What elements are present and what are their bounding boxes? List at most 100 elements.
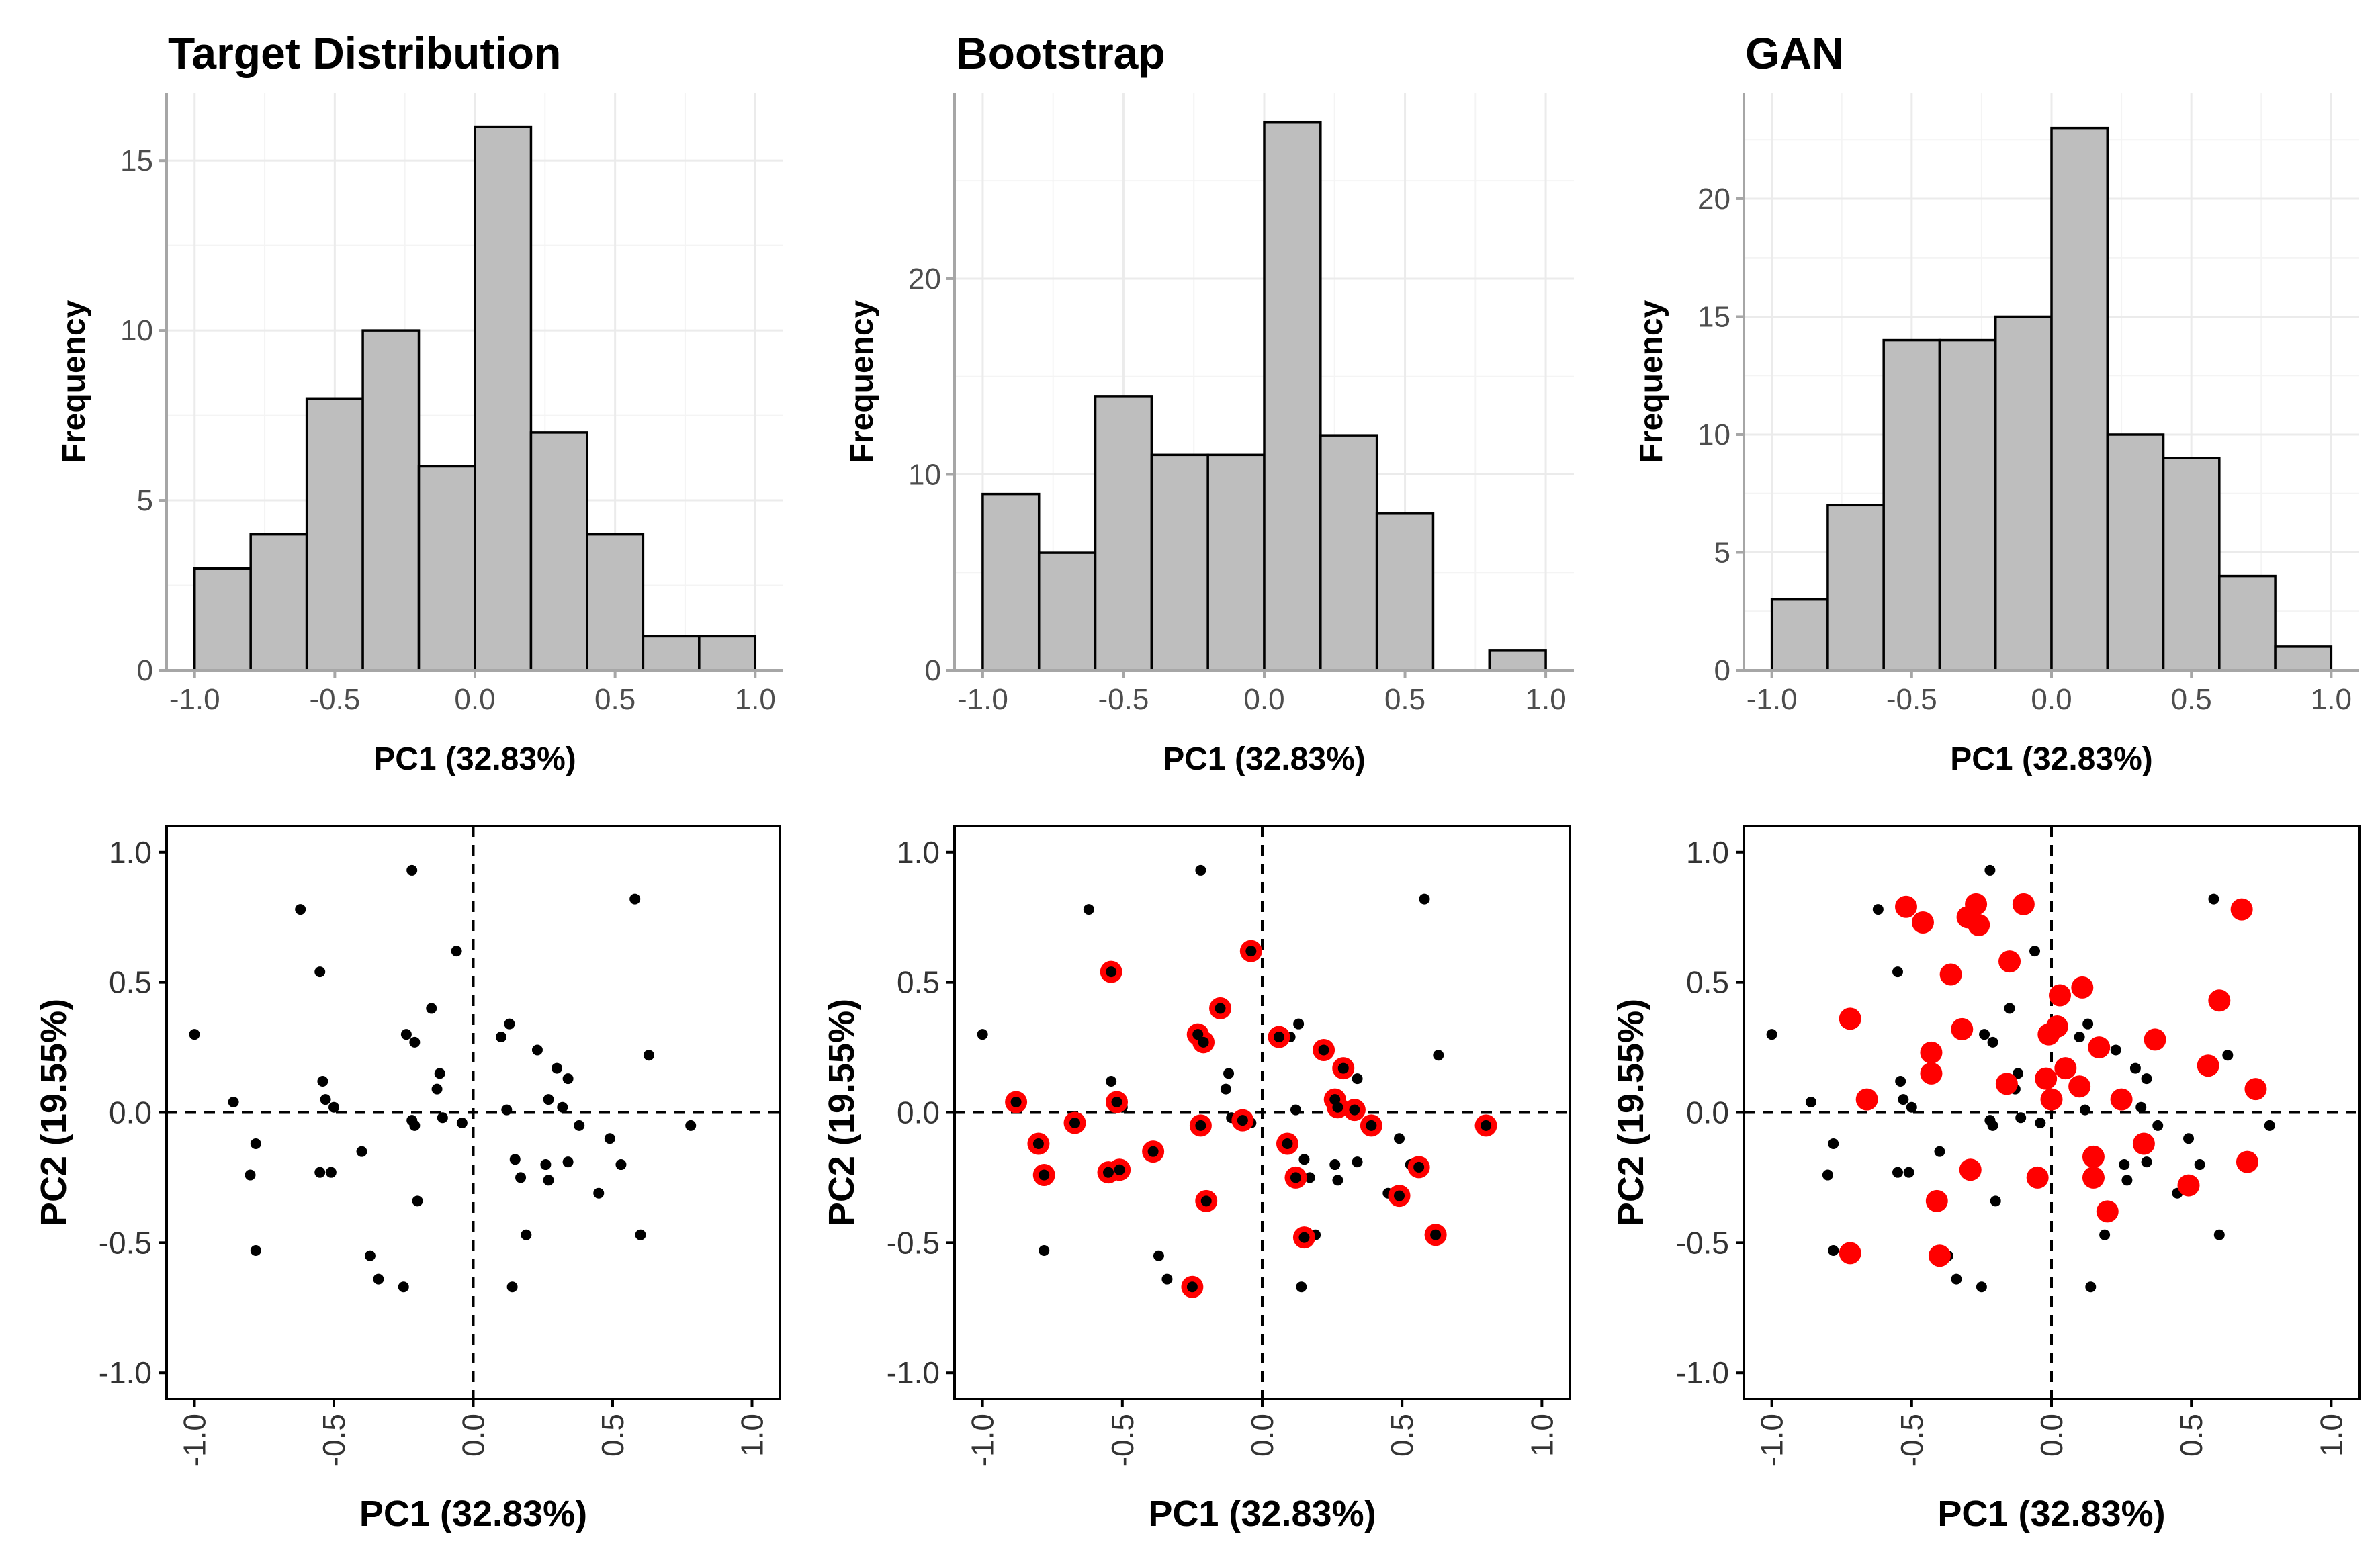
y-tick-label: -0.5 bbox=[1676, 1225, 1729, 1260]
histogram-panel-gan: GAN -1.0 -0.5 0.0 0.5 1.0 0 5 10 15 20 PC1 (32.83%)… bbox=[1634, 28, 2359, 777]
scatter-point-target bbox=[1951, 1273, 1962, 1285]
scatter-point-gan bbox=[2088, 1036, 2111, 1059]
scatter-point-target bbox=[250, 1244, 261, 1256]
x-tick-label: -1.0 bbox=[169, 683, 220, 716]
scatter-point-target bbox=[2029, 946, 2041, 957]
scatter-point-core bbox=[1215, 1003, 1226, 1014]
scatter-point-target bbox=[1976, 1281, 1987, 1293]
y-axis-title: Frequency bbox=[1634, 300, 1669, 463]
scatter-point-core bbox=[1192, 1029, 1204, 1040]
scatter-point-target bbox=[1828, 1138, 1839, 1150]
x-axis-title: PC1 (32.83%) bbox=[1148, 1494, 1376, 1534]
scatter-point-target bbox=[373, 1273, 384, 1285]
scatter-point-core bbox=[1147, 1146, 1159, 1157]
scatter-point-gan bbox=[2040, 1088, 2063, 1111]
scatter-point-target bbox=[426, 1003, 437, 1014]
scatter-point-target bbox=[1987, 1036, 1998, 1048]
histogram-bar bbox=[698, 635, 757, 672]
scatter-point-target bbox=[2129, 1062, 2141, 1074]
scatter-point-target bbox=[1892, 1167, 1903, 1178]
histogram-bar bbox=[1882, 338, 1941, 672]
scatter-point-gan bbox=[1968, 913, 1990, 936]
histogram-bar bbox=[2218, 574, 2277, 672]
scatter-point-core bbox=[1282, 1138, 1293, 1150]
scatter-point-target bbox=[2152, 1120, 2164, 1131]
scatter-point-core bbox=[1245, 946, 1257, 957]
histogram-bar bbox=[2050, 126, 2109, 672]
y-tick-label: -0.5 bbox=[99, 1225, 152, 1260]
scatter-point-target bbox=[317, 1075, 328, 1087]
scatter-point-target bbox=[2074, 1032, 2085, 1043]
scatter-point-target bbox=[2135, 1101, 2147, 1113]
scatter-point-target bbox=[2194, 1159, 2205, 1171]
x-tick-label: 0.0 bbox=[1245, 1414, 1280, 1457]
scatter-point-gan bbox=[2230, 898, 2253, 921]
scatter-point-target bbox=[409, 1036, 421, 1048]
scatter-point-target bbox=[521, 1229, 532, 1240]
scatter-point-target bbox=[328, 1101, 339, 1113]
scatter-point-gan bbox=[1839, 1242, 1861, 1265]
y-axis-title: PC2 (19.55%) bbox=[1611, 999, 1651, 1226]
y-tick-label: 10 bbox=[120, 314, 153, 347]
y-axis-title: PC2 (19.55%) bbox=[34, 999, 74, 1226]
scatter-point-target bbox=[456, 1118, 468, 1129]
scatter-point-target bbox=[1223, 1068, 1235, 1079]
scatter-point-core bbox=[1069, 1118, 1081, 1129]
scatter-point-target bbox=[1161, 1273, 1173, 1285]
scatter-point-core bbox=[1318, 1044, 1329, 1056]
y-tick-label: 5 bbox=[137, 484, 153, 517]
scatter-point-core bbox=[1298, 1232, 1310, 1243]
x-tick-label: -0.5 bbox=[316, 1414, 351, 1467]
scatter-point-target bbox=[1329, 1159, 1341, 1171]
scatter-point-core bbox=[1186, 1281, 1198, 1293]
scatter-point-gan bbox=[1839, 1007, 1861, 1030]
histogram-bar bbox=[2106, 433, 2165, 672]
y-tick-label: 20 bbox=[1698, 183, 1730, 216]
scatter-point-gan bbox=[1951, 1017, 1974, 1040]
scatter-point-target bbox=[1083, 904, 1094, 915]
x-tick-label: -0.5 bbox=[1894, 1414, 1929, 1467]
scatter-point-gan bbox=[2035, 1067, 2058, 1090]
y-tick-label: -0.5 bbox=[887, 1225, 940, 1260]
scatter-point-target bbox=[593, 1187, 605, 1199]
x-tick-label: 1.0 bbox=[1526, 683, 1567, 716]
scatter-point-target bbox=[1990, 1195, 2001, 1207]
scatter-point-target bbox=[1394, 1133, 1405, 1144]
scatter-point-gan bbox=[1911, 911, 1934, 934]
scatter-point-gan bbox=[2110, 1088, 2133, 1111]
y-tick-label: 0 bbox=[1714, 654, 1730, 687]
scatter-point-target bbox=[635, 1229, 646, 1240]
scatter-point-target bbox=[2121, 1175, 2133, 1186]
scatter-point-core bbox=[1010, 1096, 1022, 1107]
scatter-point-target bbox=[245, 1169, 256, 1181]
scatter-point-target bbox=[1298, 1154, 1310, 1165]
scatter-point-gan bbox=[2054, 1057, 2077, 1080]
histogram-bar bbox=[1263, 120, 1322, 672]
scatter-point-gan bbox=[1965, 893, 1988, 915]
histogram-bar bbox=[1770, 598, 1829, 672]
histogram-bar bbox=[474, 125, 533, 672]
scatter-point-gan bbox=[2177, 1174, 2200, 1197]
scatter-point-target bbox=[314, 966, 326, 978]
scatter-point-target bbox=[2183, 1133, 2195, 1144]
scatter-point-gan bbox=[1939, 963, 1962, 986]
scatter-point-target bbox=[2119, 1159, 2130, 1171]
scatter-point-target bbox=[1828, 1244, 1839, 1256]
scatter-point-target bbox=[400, 1029, 412, 1040]
scatter-point-target bbox=[1984, 864, 1996, 876]
x-tick-label: 1.0 bbox=[735, 1414, 770, 1457]
y-tick-label: 10 bbox=[1698, 418, 1730, 451]
scatter-point-target bbox=[1433, 1050, 1444, 1061]
y-axis-title: Frequency bbox=[56, 300, 92, 463]
scatter-point-target bbox=[1903, 1167, 1914, 1178]
scatter-point-core bbox=[1198, 1036, 1209, 1048]
scatter-point-target bbox=[437, 1112, 448, 1124]
histogram-bar bbox=[193, 567, 252, 672]
x-axis-title: PC1 (32.83%) bbox=[1950, 741, 2152, 777]
scatter-point-gan bbox=[2236, 1150, 2258, 1173]
scatter-point-target bbox=[2208, 893, 2219, 905]
scatter-point-core bbox=[1103, 1167, 1114, 1178]
scatter-point-target bbox=[189, 1029, 200, 1040]
scatter-point-gan bbox=[2026, 1166, 2049, 1189]
scatter-point-target bbox=[2013, 1068, 2024, 1079]
